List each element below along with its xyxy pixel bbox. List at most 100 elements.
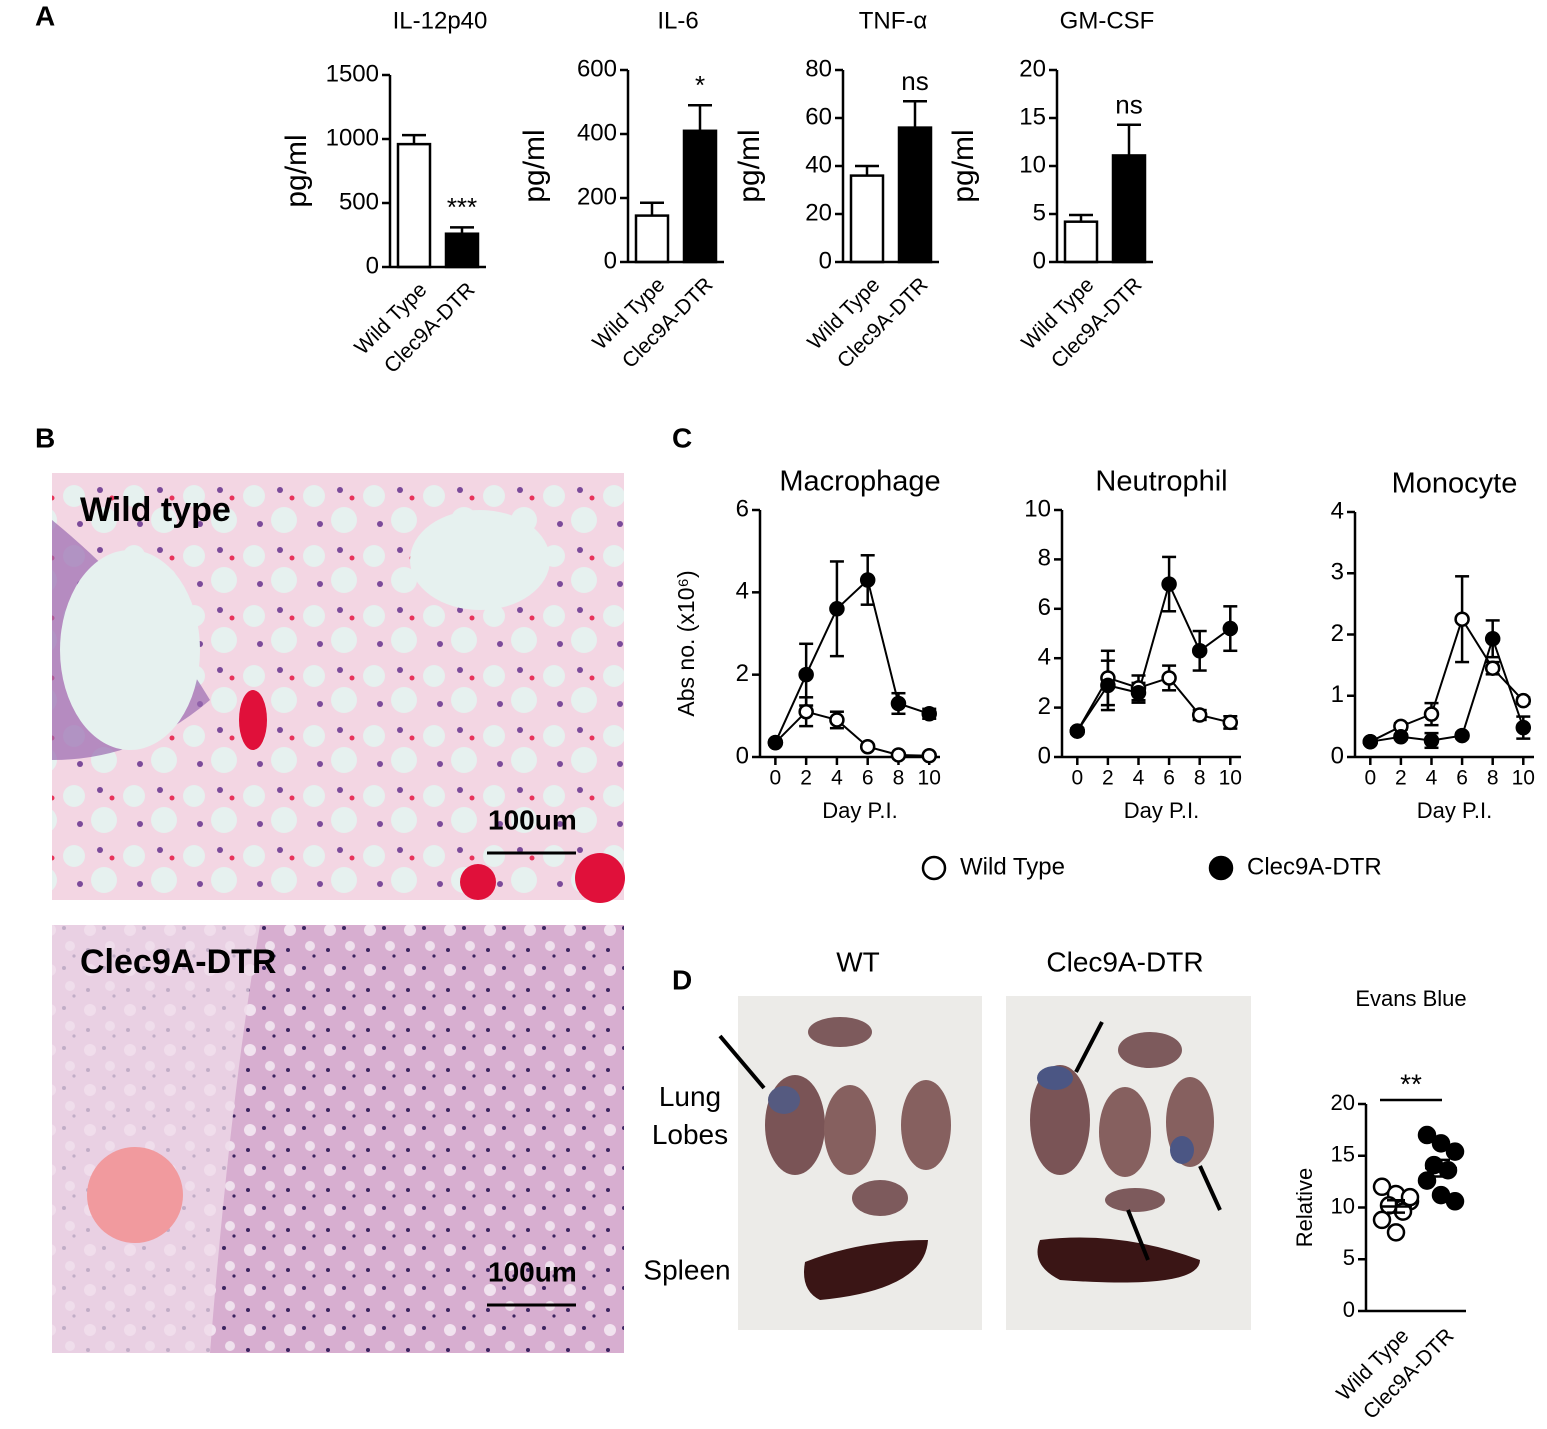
significance: ns bbox=[1115, 90, 1142, 120]
tick-label: 10 bbox=[1331, 1193, 1355, 1218]
tick-label: 5 bbox=[1033, 199, 1046, 226]
x-axis-label: Day P.I. bbox=[822, 798, 897, 823]
chart-title: GM-CSF bbox=[1060, 7, 1155, 34]
chart-title: IL-6 bbox=[657, 7, 698, 34]
photo-row-label: Spleen bbox=[643, 1254, 730, 1285]
data-point bbox=[1161, 670, 1177, 686]
tick-label: 10 bbox=[1019, 151, 1046, 178]
legend-marker bbox=[1208, 855, 1234, 881]
tick-label: 6 bbox=[1163, 767, 1175, 790]
tick-label: 2 bbox=[800, 767, 812, 790]
tick-label: 0 bbox=[1038, 742, 1051, 769]
tick-label: 1 bbox=[1331, 681, 1344, 708]
chart-title: Monocyte bbox=[1392, 468, 1518, 500]
tick-label: 10 bbox=[1024, 495, 1051, 522]
x-axis-label: Day P.I. bbox=[1124, 798, 1199, 823]
data-point bbox=[1515, 692, 1532, 709]
tick-label: 8 bbox=[1487, 767, 1499, 790]
data-point bbox=[1222, 620, 1239, 637]
tick-label: 1000 bbox=[326, 124, 379, 151]
data-point bbox=[1484, 631, 1501, 647]
tick-label: 0 bbox=[1343, 1297, 1355, 1322]
data-point bbox=[1445, 1192, 1465, 1211]
tick-label: 2 bbox=[1331, 620, 1344, 647]
x-axis-label: Day P.I. bbox=[1417, 798, 1492, 823]
data-point bbox=[767, 734, 784, 751]
significance: * bbox=[695, 70, 705, 100]
organ-photo bbox=[1006, 996, 1251, 1330]
significance: *** bbox=[447, 192, 477, 222]
photo-column-label: Clec9A-DTR bbox=[1046, 946, 1203, 977]
tick-label: 0 bbox=[604, 247, 617, 274]
chart-title: Evans Blue bbox=[1355, 986, 1466, 1011]
tick-label: 6 bbox=[862, 767, 874, 790]
y-axis-label: pg/ml bbox=[947, 129, 980, 202]
legend-marker bbox=[921, 855, 947, 881]
bar bbox=[396, 142, 432, 269]
panel-label: C bbox=[672, 422, 692, 453]
tick-label: 200 bbox=[577, 183, 617, 210]
data-point bbox=[1100, 677, 1116, 694]
tick-label: 400 bbox=[577, 119, 617, 146]
tick-label: 0 bbox=[1331, 742, 1344, 769]
series-line bbox=[774, 710, 930, 757]
tick-label: 4 bbox=[1331, 497, 1344, 524]
scale-bar-label: 100um bbox=[488, 1256, 577, 1287]
scale-bar-label: 100um bbox=[488, 804, 577, 835]
tick-label: 15 bbox=[1331, 1142, 1355, 1167]
tick-label: 1500 bbox=[326, 60, 379, 87]
data-point bbox=[921, 748, 937, 764]
bar bbox=[849, 174, 885, 264]
tick-label: 0 bbox=[819, 247, 832, 274]
data-point bbox=[1515, 719, 1532, 736]
panel-label: B bbox=[35, 422, 55, 453]
alveolar-region bbox=[52, 925, 260, 1353]
tick-label: 2 bbox=[1038, 693, 1051, 720]
airway bbox=[410, 510, 550, 610]
vessel bbox=[239, 690, 267, 750]
tick-label: 2 bbox=[1395, 767, 1407, 790]
photo-row-label: Lung Lobes bbox=[651, 1081, 729, 1150]
data-point bbox=[1417, 1171, 1437, 1190]
panel-label: D bbox=[672, 964, 692, 995]
data-point bbox=[1423, 732, 1440, 749]
bar bbox=[634, 214, 670, 264]
data-point bbox=[1069, 723, 1086, 739]
data-point bbox=[1362, 733, 1379, 750]
y-axis-label: Abs no. (x10⁶) bbox=[673, 570, 699, 716]
significance: ns bbox=[901, 66, 928, 96]
tick-label: 4 bbox=[831, 767, 843, 790]
y-axis-label: pg/ml bbox=[518, 129, 551, 202]
chart-title: IL-12p40 bbox=[393, 7, 488, 34]
data-point bbox=[859, 572, 876, 588]
tick-label: 0 bbox=[366, 252, 379, 279]
data-point bbox=[921, 706, 937, 722]
tick-label: 10 bbox=[1219, 767, 1242, 790]
data-point bbox=[1161, 576, 1177, 592]
tick-label: 4 bbox=[736, 578, 749, 605]
data-point bbox=[1445, 1142, 1465, 1161]
tick-label: 4 bbox=[1133, 767, 1145, 790]
vessel bbox=[575, 853, 625, 903]
data-point bbox=[890, 747, 907, 763]
data-point bbox=[829, 601, 845, 617]
tick-label: 5 bbox=[1343, 1245, 1355, 1270]
data-point bbox=[798, 666, 814, 683]
tick-label: 0 bbox=[1364, 767, 1376, 790]
bar bbox=[682, 129, 718, 264]
data-point bbox=[1400, 1187, 1420, 1207]
vessel bbox=[460, 864, 496, 900]
tick-label: 20 bbox=[1331, 1090, 1355, 1115]
tick-label: 500 bbox=[339, 188, 379, 215]
y-axis-label: Relative bbox=[1292, 1168, 1317, 1247]
data-point bbox=[1484, 660, 1501, 676]
data-point bbox=[1417, 1125, 1437, 1145]
series-line bbox=[1076, 581, 1231, 732]
data-point bbox=[829, 712, 845, 728]
data-point bbox=[798, 703, 814, 720]
chart-title: TNF-α bbox=[859, 7, 928, 34]
bar bbox=[1111, 154, 1147, 264]
panel-label: A bbox=[35, 0, 55, 31]
legend-label: Clec9A-DTR bbox=[1247, 853, 1382, 880]
